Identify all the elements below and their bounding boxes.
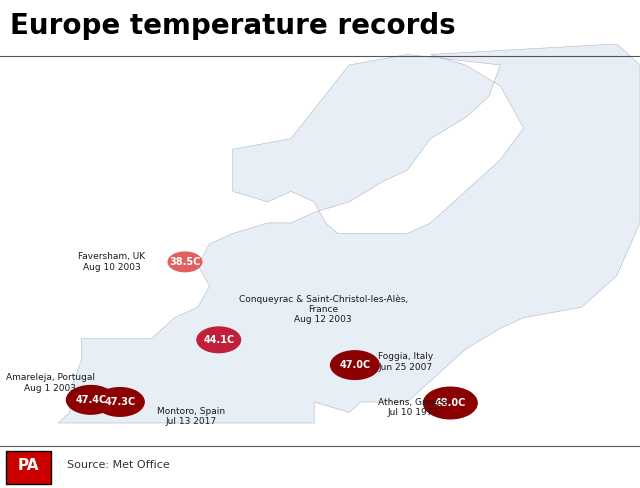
Text: Europe temperature records: Europe temperature records: [10, 12, 455, 41]
Text: Source: Met Office: Source: Met Office: [67, 460, 170, 470]
Ellipse shape: [196, 326, 241, 353]
Text: Montoro, Spain
Jul 13 2017: Montoro, Spain Jul 13 2017: [157, 407, 225, 427]
Text: Amareleja, Portugal
Aug 1 2003: Amareleja, Portugal Aug 1 2003: [6, 373, 95, 393]
Ellipse shape: [95, 387, 145, 417]
Ellipse shape: [168, 251, 202, 272]
Text: 38.5C: 38.5C: [170, 257, 201, 267]
Text: 47.0C: 47.0C: [339, 360, 371, 370]
Ellipse shape: [423, 386, 478, 420]
Ellipse shape: [330, 350, 380, 380]
Text: 48.0C: 48.0C: [435, 398, 466, 408]
Text: Faversham, UK
Aug 10 2003: Faversham, UK Aug 10 2003: [78, 252, 145, 272]
Text: 44.1C: 44.1C: [203, 335, 234, 345]
Text: 47.3C: 47.3C: [104, 397, 136, 407]
Text: PA: PA: [18, 458, 40, 473]
Polygon shape: [58, 44, 640, 423]
Text: Conqueyrac & Saint-Christol-les-Alès,
France
Aug 12 2003: Conqueyrac & Saint-Christol-les-Alès, Fr…: [239, 294, 408, 325]
FancyBboxPatch shape: [6, 451, 51, 484]
Text: 47.4C: 47.4C: [75, 395, 106, 405]
Text: Athens, Greece
Jul 10 1977: Athens, Greece Jul 10 1977: [378, 398, 447, 417]
Ellipse shape: [66, 385, 116, 415]
Text: Foggia, Italy
Jun 25 2007: Foggia, Italy Jun 25 2007: [378, 352, 433, 372]
